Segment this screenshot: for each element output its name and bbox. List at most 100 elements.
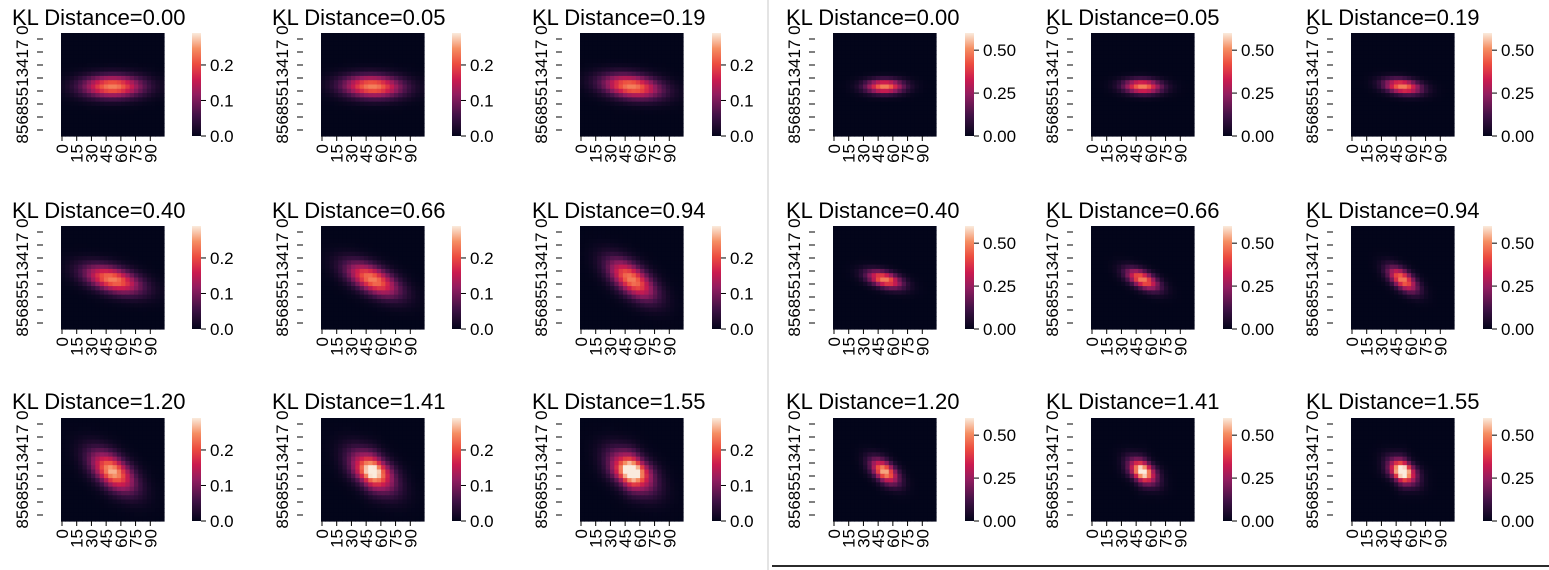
heatmap-cell	[355, 63, 361, 68]
heatmap-cell	[351, 58, 356, 64]
heatmap-cell	[86, 316, 92, 322]
colorbar-tick-label: 0.2	[210, 56, 234, 75]
heatmap-cell	[91, 320, 96, 326]
heatmap-cell	[640, 71, 645, 77]
heatmap-cell	[372, 426, 378, 432]
heatmap-cell	[644, 63, 650, 68]
heatmap-cell	[406, 33, 412, 38]
heatmap-cell	[610, 37, 615, 43]
heatmap-cell	[146, 71, 152, 77]
heatmap-cell	[69, 264, 75, 270]
heatmap-cell	[146, 226, 152, 231]
heatmap-cell	[133, 33, 139, 38]
heatmap-cell	[138, 105, 144, 111]
heatmap-cell	[385, 469, 391, 475]
heatmap-cell	[648, 80, 654, 86]
heatmap-cell	[359, 226, 365, 231]
heatmap-cell	[657, 320, 663, 326]
heatmap-cell	[146, 499, 152, 505]
heatmap-cell	[670, 67, 676, 73]
heatmap-cell	[333, 131, 339, 137]
x-tick-label: 75	[646, 337, 665, 356]
heatmap-cell	[411, 439, 417, 445]
heatmap-cell	[155, 460, 161, 466]
heatmap-cell	[351, 426, 356, 432]
heatmap-cell	[159, 503, 165, 509]
heatmap-cell	[142, 71, 148, 77]
heatmap-cell	[398, 439, 404, 445]
heatmap-cell	[86, 473, 92, 479]
heatmap	[321, 418, 425, 522]
heatmap-cell	[159, 101, 165, 107]
heatmap-cell	[329, 277, 335, 283]
heatmap-cell	[419, 93, 425, 98]
heatmap-cell	[402, 286, 408, 291]
heatmap-cell	[129, 486, 135, 492]
heatmap-cell	[584, 303, 590, 309]
heatmap-cell	[376, 508, 382, 514]
heatmap-cell	[359, 93, 365, 98]
heatmap-cell	[116, 63, 122, 68]
heatmap-cell	[393, 71, 399, 77]
heatmap-cell	[129, 435, 135, 441]
heatmap-cell	[644, 422, 650, 428]
heatmap-cell	[82, 84, 88, 90]
heatmap-cell	[661, 114, 667, 120]
heatmap-cell	[415, 512, 421, 518]
heatmap-cell	[381, 251, 386, 257]
heatmap-cell	[61, 131, 66, 137]
heatmap-cell	[678, 101, 684, 107]
heatmap-cell	[393, 418, 399, 423]
heatmap-cell	[99, 516, 105, 522]
heatmap-cell	[129, 460, 135, 466]
heatmap-cell	[411, 473, 417, 479]
heatmap-cell	[133, 247, 139, 253]
heatmap-cell	[333, 63, 339, 68]
heatmap-cell	[321, 298, 326, 304]
heatmap-cell	[605, 422, 611, 428]
heatmap-cell	[592, 268, 598, 274]
heatmap-cell	[325, 71, 331, 77]
heatmap-cell	[333, 58, 339, 64]
heatmap-cell	[640, 41, 645, 47]
heatmap-cell	[419, 238, 425, 244]
heatmap-cell	[325, 482, 331, 488]
heatmap-cell	[376, 243, 382, 249]
heatmap-cell	[138, 127, 144, 133]
heatmap-cell	[342, 256, 348, 261]
heatmap-cell	[640, 114, 645, 120]
heatmap-cell	[78, 260, 84, 266]
heatmap-cell	[342, 443, 348, 449]
heatmap-cell	[584, 243, 590, 249]
heatmap-cell	[338, 508, 344, 514]
heatmap-cell	[592, 418, 598, 423]
heatmap-cell	[640, 234, 645, 240]
heatmap-cell	[415, 45, 421, 51]
heatmap-cell	[393, 490, 399, 496]
heatmap-cell	[580, 238, 585, 244]
heatmap-cell	[381, 247, 386, 253]
heatmap-cell	[82, 37, 88, 43]
heatmap-cell	[112, 88, 118, 94]
heatmap-cell	[138, 478, 144, 483]
heatmap-cell	[605, 88, 611, 94]
heatmap-cell	[121, 473, 126, 479]
heatmap-cell	[129, 93, 135, 98]
heatmap-cell	[65, 230, 71, 236]
heatmap-cell	[112, 226, 118, 231]
heatmap-cell	[381, 50, 386, 56]
heatmap-cell	[597, 93, 603, 98]
heatmap-cell	[627, 50, 633, 56]
heatmap-cell	[86, 45, 92, 51]
heatmap-cell	[159, 294, 165, 300]
heatmap-cell	[112, 298, 118, 304]
heatmap-cell	[398, 256, 404, 261]
heatmap-cell	[121, 93, 126, 98]
heatmap-cell	[635, 33, 641, 38]
heatmap-cell	[351, 131, 356, 137]
heatmap-cell	[601, 426, 607, 432]
heatmap-cell	[112, 512, 118, 518]
heatmap-cell	[321, 97, 326, 103]
heatmap-cell	[329, 58, 335, 64]
heatmap-cell	[112, 448, 118, 453]
